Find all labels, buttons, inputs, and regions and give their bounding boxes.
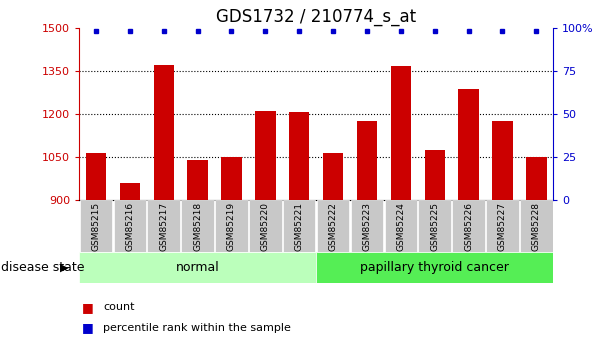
Text: GSM85220: GSM85220	[261, 201, 270, 251]
Text: GSM85221: GSM85221	[295, 201, 304, 251]
Bar	[221, 157, 241, 200]
Bar	[120, 183, 140, 200]
Bar	[114, 200, 146, 252]
Text: ▶: ▶	[60, 263, 68, 272]
Text: ■: ■	[82, 321, 94, 334]
Text: disease state: disease state	[1, 261, 85, 274]
Bar	[80, 200, 112, 252]
Text: GSM85216: GSM85216	[125, 201, 134, 251]
Bar	[424, 150, 445, 200]
Text: GSM85215: GSM85215	[91, 201, 100, 251]
Bar	[418, 200, 451, 252]
Text: GSM85225: GSM85225	[430, 201, 439, 251]
Bar	[526, 157, 547, 200]
Bar	[86, 152, 106, 200]
Bar	[458, 89, 478, 200]
Bar	[79, 252, 316, 283]
Bar	[351, 200, 383, 252]
Bar	[391, 66, 411, 200]
Text: GSM85227: GSM85227	[498, 201, 507, 251]
Bar	[283, 200, 316, 252]
Bar	[187, 160, 208, 200]
Text: GSM85217: GSM85217	[159, 201, 168, 251]
Text: GSM85219: GSM85219	[227, 201, 236, 251]
Text: count: count	[103, 302, 135, 312]
Bar	[148, 200, 180, 252]
Text: GSM85218: GSM85218	[193, 201, 202, 251]
Bar	[486, 200, 519, 252]
Text: GSM85228: GSM85228	[532, 201, 541, 251]
Text: normal: normal	[176, 261, 219, 274]
Bar	[452, 200, 485, 252]
Bar	[215, 200, 247, 252]
Bar	[520, 200, 553, 252]
Bar	[316, 252, 553, 283]
Bar	[323, 152, 344, 200]
Bar	[357, 121, 377, 200]
Text: GSM85223: GSM85223	[362, 201, 371, 251]
Bar	[255, 111, 275, 200]
Bar	[181, 200, 214, 252]
Text: GSM85222: GSM85222	[328, 201, 337, 250]
Title: GDS1732 / 210774_s_at: GDS1732 / 210774_s_at	[216, 8, 416, 26]
Text: GSM85224: GSM85224	[396, 201, 406, 250]
Text: percentile rank within the sample: percentile rank within the sample	[103, 323, 291, 333]
Bar	[154, 65, 174, 200]
Bar	[492, 121, 513, 200]
Bar	[289, 112, 309, 200]
Text: GSM85226: GSM85226	[464, 201, 473, 251]
Bar	[249, 200, 282, 252]
Text: papillary thyroid cancer: papillary thyroid cancer	[361, 261, 509, 274]
Bar	[317, 200, 350, 252]
Bar	[385, 200, 417, 252]
Text: ■: ■	[82, 300, 94, 314]
